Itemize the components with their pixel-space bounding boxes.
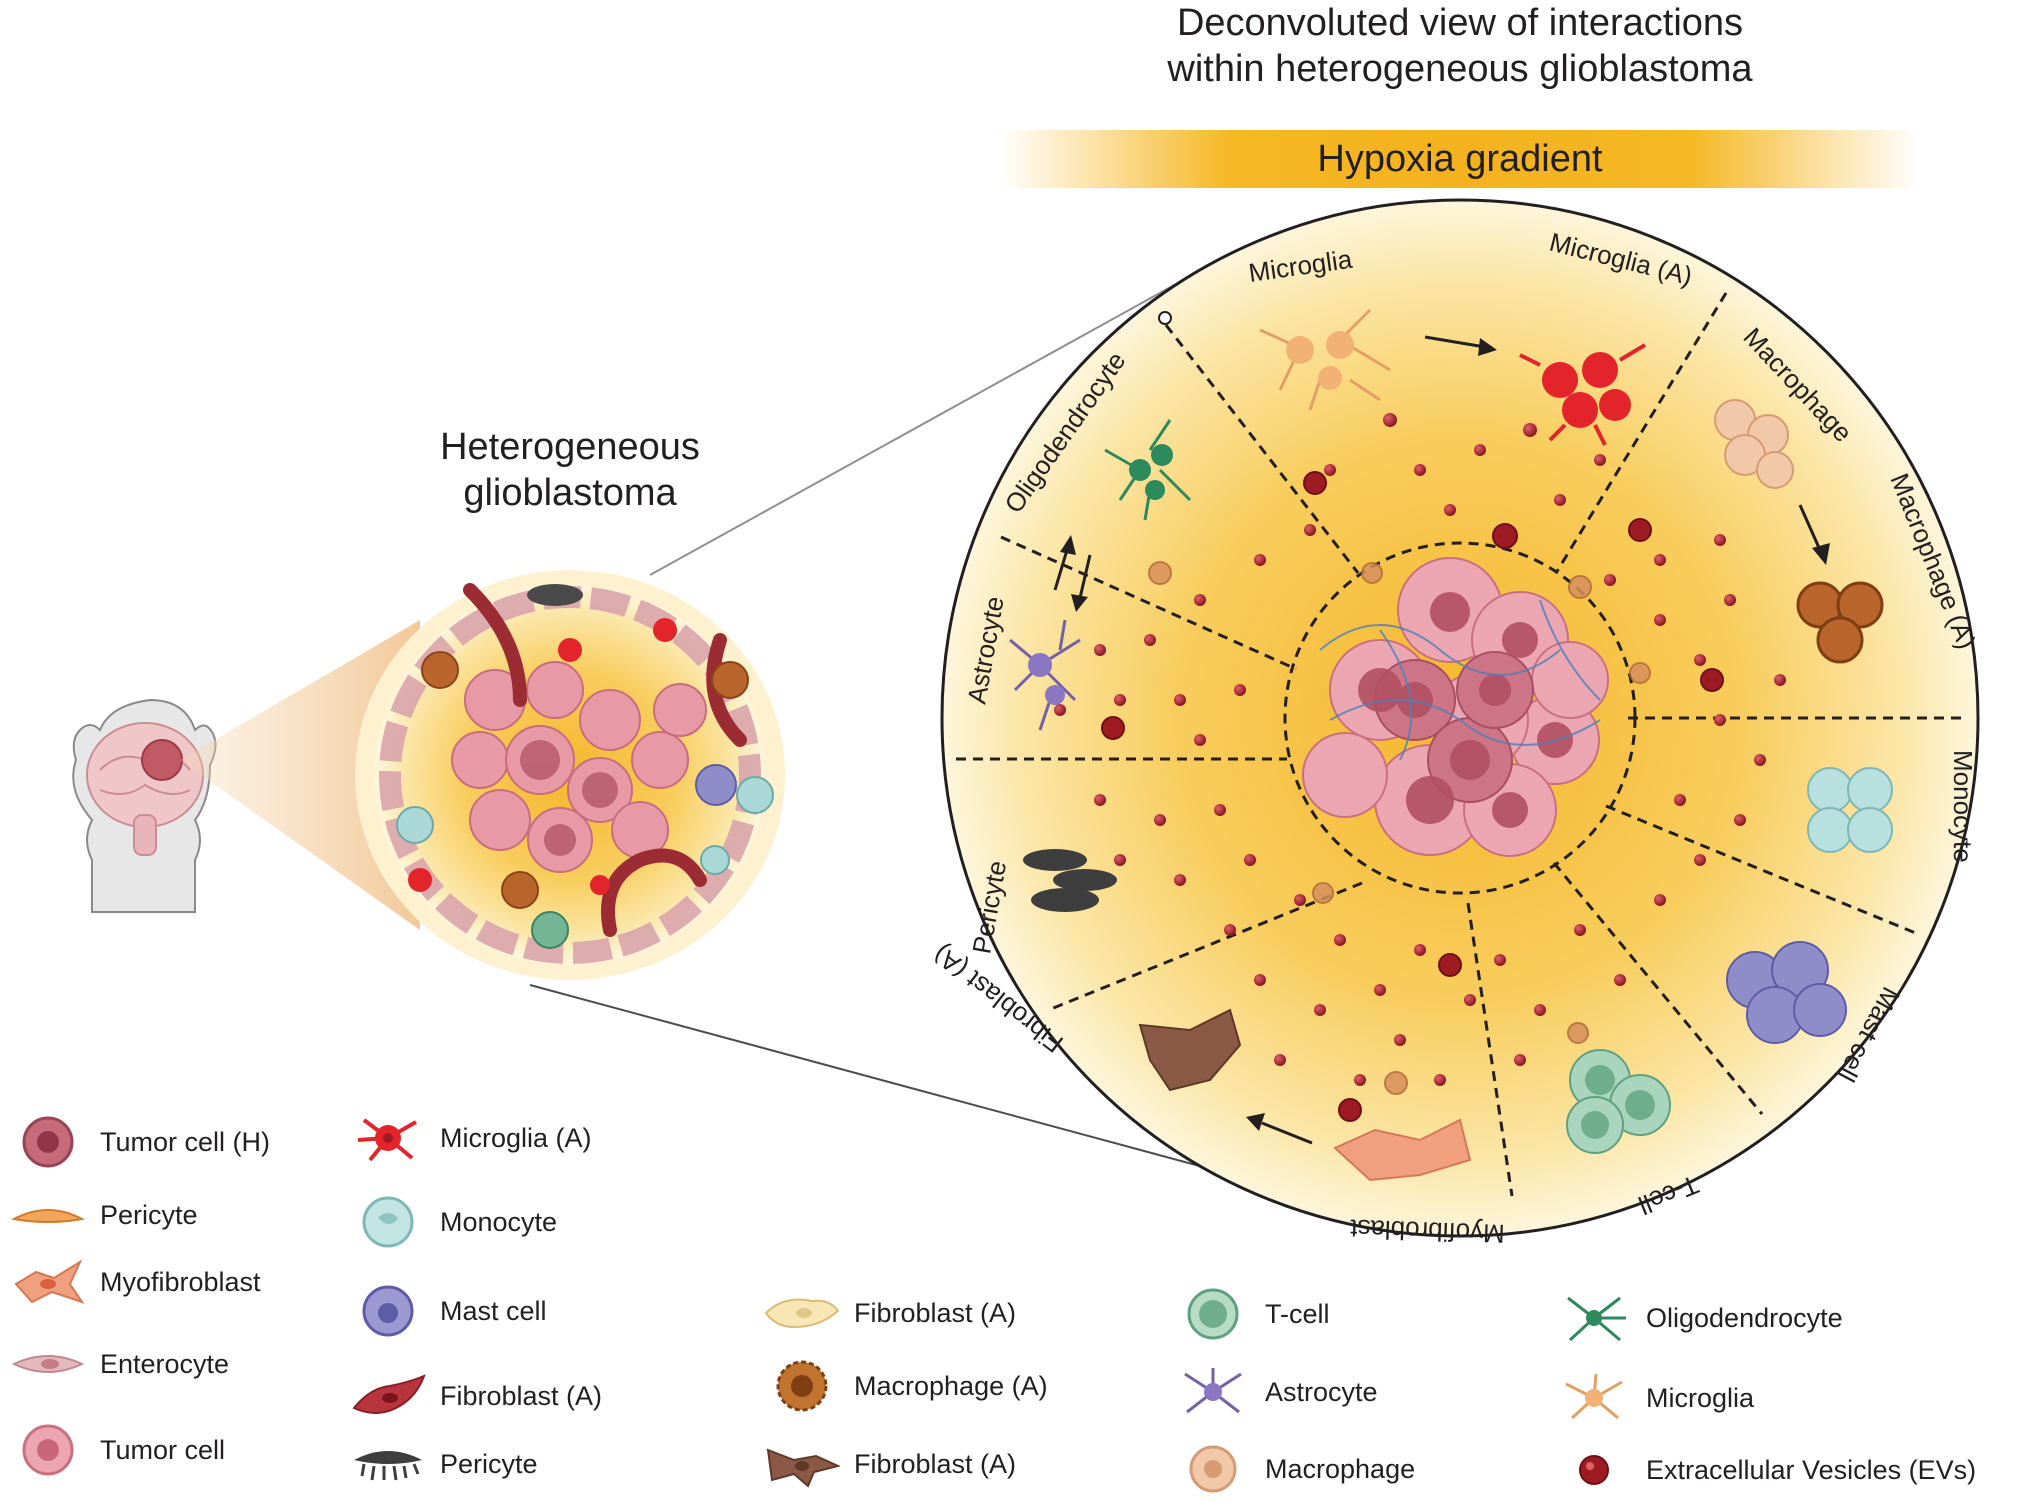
legend-label: Tumor cell (H) <box>100 1126 271 1157</box>
legend-item-macrophage: Macrophage <box>1175 1441 1415 1497</box>
title-line-2: within heterogeneous glioblastoma <box>1167 48 1753 90</box>
microglia-activated-cells <box>1519 343 1647 446</box>
microglia-icon <box>1556 1370 1632 1426</box>
legend-label: Oligodendrocyte <box>1646 1302 1843 1333</box>
pericyte-icon <box>10 1187 86 1243</box>
title-line-1: Deconvoluted view of interactions <box>1176 2 1744 44</box>
macrophage-activated-cells <box>1796 581 1884 664</box>
pericyte-dark-icon <box>350 1436 426 1492</box>
legend-item-tumor-cell: Tumor cell <box>10 1422 225 1478</box>
enterocyte-icon <box>10 1336 86 1392</box>
astrocyte-cells <box>1009 619 1081 731</box>
legend-label: Extracellular Vesicles (EVs) <box>1646 1454 1977 1485</box>
monocyte-cells <box>1807 767 1893 853</box>
arrow-macrophage-activation <box>1798 504 1830 565</box>
fibroblast-a-red-icon <box>350 1368 426 1424</box>
large-vesicles <box>1101 471 1724 1122</box>
macrophage-a-icon <box>764 1358 840 1414</box>
legend-label: Tumor cell <box>100 1434 226 1465</box>
legend-item-pericyte: Pericyte <box>10 1187 198 1243</box>
astrocyte-bodies <box>1028 653 1065 705</box>
legend-label: Pericyte <box>440 1448 538 1479</box>
legend-item-fibroblast-a-yellow: Fibroblast (A) <box>764 1285 1016 1341</box>
legend-item-macrophage-a: Macrophage (A) <box>764 1358 1048 1414</box>
astrocyte-icon <box>1175 1364 1251 1420</box>
zoom-line-bottom <box>529 984 1271 1186</box>
legend-item-fibroblast-a-red: Fibroblast (A) <box>350 1368 602 1424</box>
deconvoluted-circle: Microglia Microglia (A) Macrophage Macro… <box>927 198 1982 1249</box>
legend-item-pericyte-dark: Pericyte <box>350 1436 538 1492</box>
mast-cell-cells <box>1726 941 1847 1044</box>
fibroblast-a-yellow-icon <box>764 1285 840 1341</box>
legend-item-tumor-cell-h: Tumor cell (H) <box>10 1114 270 1170</box>
heterogeneous-glioblastoma-blob <box>355 570 785 980</box>
macrophage-cells <box>1714 399 1794 489</box>
head-icon <box>72 698 217 913</box>
legend-label: Microglia <box>1646 1382 1755 1413</box>
legend-item-t-cell: T-cell <box>1175 1286 1330 1342</box>
arrow-astrocyte-oligodendrocyte <box>1053 535 1092 612</box>
arrow-myofibroblast-to-fibroblast <box>1246 1113 1313 1145</box>
arrow-microglia-activation <box>1424 335 1497 356</box>
legend-label: Monocyte <box>440 1206 558 1237</box>
myofibroblast-cells <box>1333 1118 1472 1182</box>
legend-label: Enterocyte <box>100 1348 230 1379</box>
t-cell-icon <box>1175 1286 1251 1342</box>
microglia-cells <box>1259 308 1391 411</box>
legend-item-myofibroblast: Myofibroblast <box>10 1254 261 1310</box>
monocyte-icon <box>350 1194 426 1250</box>
legend-item-astrocyte: Astrocyte <box>1175 1364 1378 1420</box>
sector-label-myofibroblast: Myofibroblast <box>1349 1214 1505 1249</box>
legend-item-oligodendrocyte: Oligodendrocyte <box>1556 1290 1843 1346</box>
fibroblast-activated-cells <box>1138 1008 1242 1092</box>
legend-label: Myofibroblast <box>100 1266 261 1297</box>
legend-item-mast-cell: Mast cell <box>350 1283 547 1339</box>
legend-label: Microglia (A) <box>440 1122 592 1153</box>
left-title-line-2: glioblastoma <box>463 472 677 514</box>
ev-icon <box>1556 1442 1632 1498</box>
tumor-cell-icon <box>10 1422 86 1478</box>
legend-label: Astrocyte <box>1265 1376 1378 1407</box>
oligodendrocyte-bodies <box>1129 444 1173 500</box>
mast-cell-icon <box>350 1283 426 1339</box>
extracellular-vesicles <box>1054 413 1826 1086</box>
zoom-line-top <box>649 267 1206 576</box>
legend-label: T-cell <box>1265 1298 1330 1329</box>
oligodendrocyte-cells <box>1104 419 1192 521</box>
legend-item-microglia: Microglia <box>1556 1370 1754 1426</box>
legend-item-ev: Extracellular Vesicles (EVs) <box>1556 1442 1976 1498</box>
hypoxia-gradient-bar: Hypoxia gradient <box>1000 130 1920 188</box>
central-tumor-cluster <box>1302 557 1609 857</box>
legend-item-enterocyte: Enterocyte <box>10 1336 229 1392</box>
myofibroblast-icon <box>10 1254 86 1310</box>
legend-label: Mast cell <box>440 1295 547 1326</box>
oligodendrocyte-icon <box>1556 1290 1632 1346</box>
microglia-a-icon <box>350 1110 426 1166</box>
legend-label: Pericyte <box>100 1199 198 1230</box>
legend-label: Fibroblast (A) <box>440 1380 603 1411</box>
legend-label: Macrophage (A) <box>854 1370 1048 1401</box>
legend-item-monocyte: Monocyte <box>350 1194 557 1250</box>
left-panel-title: Heterogeneous glioblastoma <box>400 424 740 516</box>
hypoxia-gradient-label: Hypoxia gradient <box>1317 138 1603 180</box>
tumor-cell-h-icon <box>10 1114 86 1170</box>
left-title-line-1: Heterogeneous <box>440 426 700 468</box>
legend-label: Fibroblast (A) <box>854 1448 1017 1479</box>
zoom-cone-left <box>180 620 420 930</box>
sector-label-monocyte: Monocyte <box>1948 750 1978 863</box>
legend-item-microglia-a: Microglia (A) <box>350 1110 592 1166</box>
legend-item-fibroblast-a-brown: Fibroblast (A) <box>764 1436 1016 1492</box>
legend-label: Macrophage <box>1265 1453 1416 1484</box>
legend-label: Fibroblast (A) <box>854 1297 1017 1328</box>
diagram-title: Deconvoluted view of interactions within… <box>1060 0 1860 92</box>
fibroblast-a-brown-icon <box>764 1436 842 1492</box>
pericyte-cells <box>1023 849 1117 912</box>
